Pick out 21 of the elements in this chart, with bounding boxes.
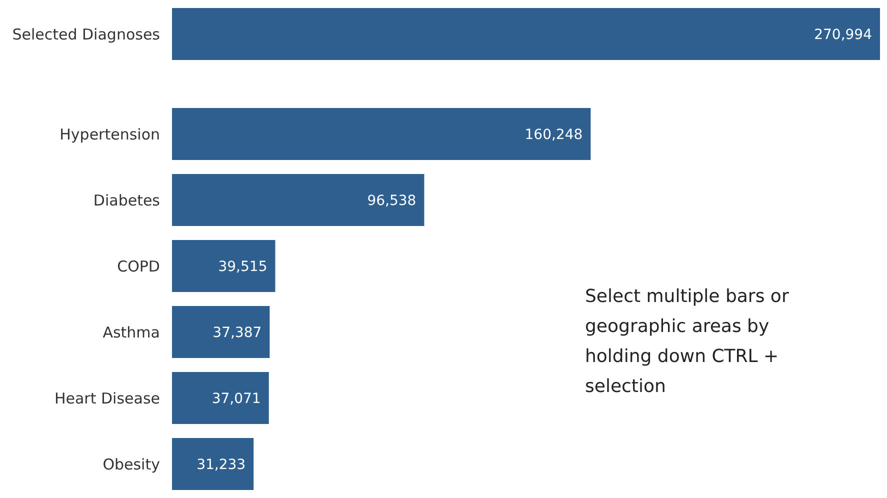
data-label: 160,248 [524, 126, 583, 143]
bar [172, 240, 276, 292]
y-tick-label: Obesity [102, 455, 160, 474]
y-tick-label: COPD [117, 257, 160, 276]
y-tick-label: Heart Disease [54, 389, 160, 408]
y-tick-label: Diabetes [93, 191, 160, 210]
data-label: 96,538 [367, 192, 416, 209]
data-label: 39,515 [218, 258, 268, 275]
bar [172, 108, 591, 160]
data-label: 37,387 [212, 324, 262, 341]
y-tick-label: Selected Diagnoses [12, 25, 160, 44]
bar [172, 438, 254, 490]
bar [172, 174, 424, 226]
annotation: Select multiple bars or geographic areas by holding down CTRL + selection [585, 286, 790, 397]
y-tick-label: Asthma [102, 323, 160, 342]
bar [172, 306, 270, 358]
data-label: 270,994 [814, 26, 872, 43]
data-label: 37,071 [212, 390, 261, 407]
data-label: 31,233 [196, 456, 246, 473]
y-tick-label: Hypertension [60, 125, 160, 144]
bar [172, 372, 269, 424]
